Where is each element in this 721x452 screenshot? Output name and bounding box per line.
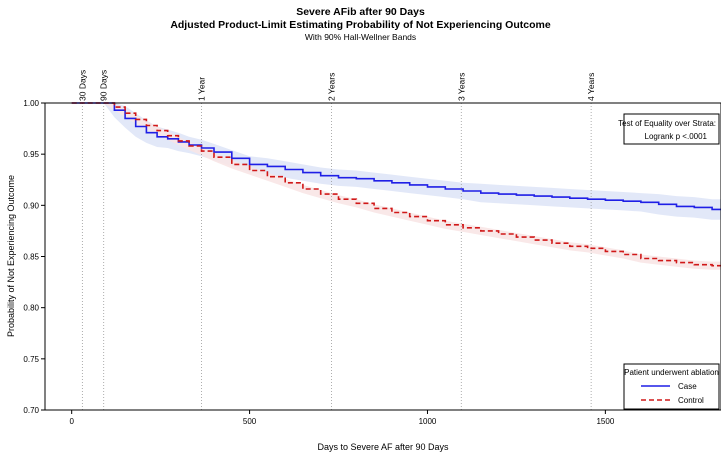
legend-label-case: Case — [678, 382, 697, 391]
y-tick-label: 0.70 — [23, 406, 39, 415]
survival-curves — [71, 102, 721, 267]
legend-label-control: Control — [678, 396, 704, 405]
y-axis: 0.70 0.75 0.80 0.85 0.90 0.95 1.00 — [23, 99, 45, 415]
y-tick-label: 0.90 — [23, 201, 39, 210]
chart-titles: Severe AFib after 90 Days Adjusted Produ… — [0, 6, 721, 43]
x-tick-label: 1500 — [596, 417, 614, 426]
ref-line-label: 30 Days — [77, 70, 87, 101]
ref-line-label: 90 Days — [99, 70, 109, 101]
curve-control — [71, 102, 721, 267]
ref-line-label: 2 Years — [326, 73, 336, 101]
test-box-line2: Logrank p <.0001 — [645, 132, 708, 141]
legend: Patient underwent ablation Case Control — [623, 363, 720, 410]
x-axis: 0 500 1000 1500 — [69, 410, 615, 426]
legend-title: Patient underwent ablation — [624, 368, 719, 377]
test-box-line1: Test of Equality over Strata: — [618, 119, 716, 128]
ref-line-label: 4 Years — [586, 73, 596, 101]
chart-title: Severe AFib after 90 Days — [296, 6, 425, 18]
y-tick-label: 0.95 — [23, 150, 39, 159]
curve-case — [71, 102, 721, 211]
y-tick-label: 0.75 — [23, 355, 39, 364]
band-case — [71, 103, 721, 220]
y-axis-label: Probability of Not Experiencing Outcome — [6, 175, 16, 337]
x-axis-label: Days to Severe AF after 90 Days — [317, 442, 449, 452]
chart-subtitle: Adjusted Product-Limit Estimating Probab… — [170, 19, 551, 31]
test-box: Test of Equality over Strata: Logrank p … — [618, 113, 720, 145]
test-box-frame — [623, 113, 720, 145]
y-tick-label: 1.00 — [23, 99, 39, 108]
reference-lines: 30 Days 90 Days 1 Year 2 Years 3 Years 4 Year… — [77, 70, 596, 410]
legend-frame — [623, 363, 720, 410]
ref-line-label: 3 Years — [456, 73, 466, 101]
chart-subtitle-bands: With 90% Hall-Wellner Bands — [304, 32, 417, 42]
x-tick-label: 1000 — [419, 417, 437, 426]
ref-line-label: 1 Year — [197, 77, 207, 101]
y-tick-label: 0.85 — [23, 253, 39, 262]
y-tick-label: 0.80 — [23, 304, 39, 313]
x-tick-label: 0 — [69, 417, 74, 426]
x-tick-label: 500 — [243, 417, 257, 426]
